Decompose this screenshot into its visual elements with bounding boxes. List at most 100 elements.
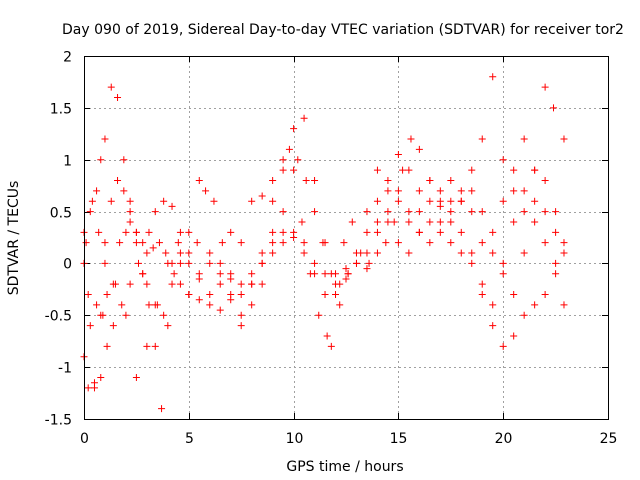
data-point: [520, 208, 528, 216]
data-point: [489, 249, 497, 257]
data-point: [321, 291, 329, 299]
data-point: [405, 218, 413, 226]
data-point: [390, 218, 398, 226]
data-point: [143, 342, 151, 350]
data-point: [489, 228, 497, 236]
data-point: [248, 197, 256, 205]
data-point: [382, 239, 390, 247]
data-point: [109, 322, 117, 330]
data-point: [118, 301, 126, 309]
data-point: [332, 280, 340, 288]
data-point: [415, 208, 423, 216]
data-point: [394, 187, 402, 195]
data-point: [468, 187, 476, 195]
data-point: [510, 332, 518, 340]
series-sat-e: [82, 135, 568, 382]
y-tick-label: 1.5: [50, 102, 72, 118]
data-point: [311, 259, 319, 267]
data-point: [195, 176, 203, 184]
data-point: [153, 301, 161, 309]
data-point: [103, 291, 111, 299]
data-point: [206, 259, 214, 267]
data-point: [384, 176, 392, 184]
data-point: [279, 166, 287, 174]
data-point: [394, 197, 402, 205]
data-point: [185, 228, 193, 236]
data-point: [82, 239, 90, 247]
data-point: [155, 239, 163, 247]
data-point: [478, 135, 486, 143]
data-point: [560, 301, 568, 309]
data-point: [193, 239, 201, 247]
data-point: [436, 218, 444, 226]
data-point: [363, 265, 371, 273]
data-point: [384, 187, 392, 195]
data-point: [227, 270, 235, 278]
plot-frame: [84, 56, 609, 420]
data-point: [97, 374, 105, 382]
data-point: [111, 280, 119, 288]
data-point: [457, 187, 465, 195]
data-point: [269, 197, 277, 205]
data-point: [86, 208, 94, 216]
data-point: [126, 197, 134, 205]
data-point: [342, 275, 350, 283]
data-point: [520, 187, 528, 195]
data-point: [457, 228, 465, 236]
data-point: [323, 332, 331, 340]
data-point: [541, 208, 549, 216]
data-point: [185, 249, 193, 257]
data-point: [279, 239, 287, 247]
x-tick-label: 20: [495, 431, 513, 447]
data-point: [332, 291, 340, 299]
y-axis-label: SDTVAR / TECUs: [6, 181, 22, 296]
data-point: [436, 187, 444, 195]
data-point: [258, 259, 266, 267]
data-point: [447, 176, 455, 184]
data-point: [218, 239, 226, 247]
data-point: [447, 197, 455, 205]
data-point: [531, 197, 539, 205]
data-point: [90, 379, 98, 387]
data-point: [405, 208, 413, 216]
data-point: [332, 270, 340, 278]
data-point: [510, 166, 518, 174]
data-point: [206, 291, 214, 299]
data-point: [269, 249, 277, 257]
data-point: [298, 218, 306, 226]
x-axis-label: GPS time / hours: [286, 459, 403, 475]
data-point: [373, 166, 381, 174]
y-tick-label: 0.5: [50, 206, 72, 222]
data-point: [321, 270, 329, 278]
data-point: [373, 228, 381, 236]
data-point: [436, 197, 444, 205]
data-point: [101, 259, 109, 267]
data-point: [120, 187, 128, 195]
data-point: [499, 156, 507, 164]
data-point: [510, 218, 518, 226]
data-point: [101, 135, 109, 143]
data-point: [122, 228, 130, 236]
data-point: [227, 228, 235, 236]
x-tick-label: 15: [390, 431, 408, 447]
data-point: [101, 239, 109, 247]
data-point: [357, 249, 365, 257]
data-point: [258, 249, 266, 257]
data-point: [447, 218, 455, 226]
data-point: [399, 166, 407, 174]
data-point: [174, 239, 182, 247]
data-point: [151, 342, 159, 350]
y-tick-label: -0.5: [45, 309, 72, 325]
data-point: [93, 187, 101, 195]
data-point: [373, 218, 381, 226]
data-point: [248, 270, 256, 278]
data-point: [426, 176, 434, 184]
data-point: [176, 249, 184, 257]
data-point: [531, 218, 539, 226]
data-point: [290, 125, 298, 133]
data-point: [489, 322, 497, 330]
y-tick-label: -1.5: [45, 413, 72, 429]
data-point: [315, 311, 323, 319]
data-point: [384, 218, 392, 226]
